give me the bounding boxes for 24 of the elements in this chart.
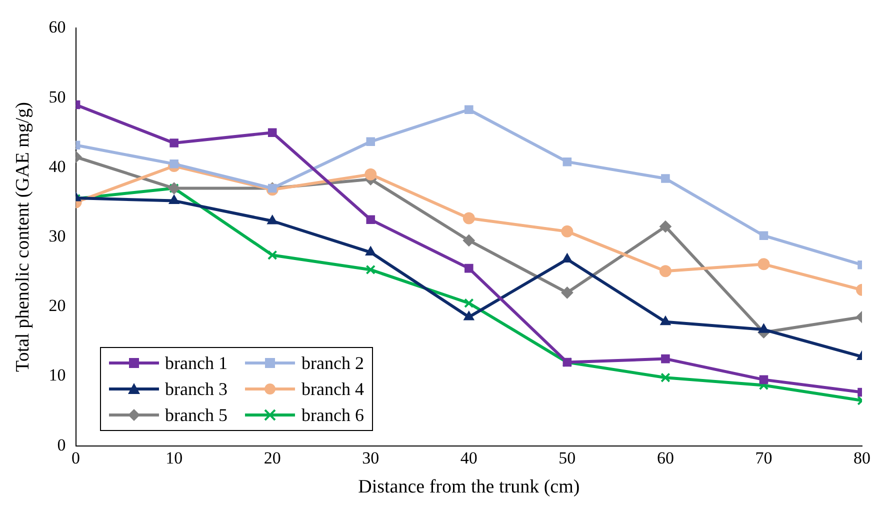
x-tick-label: 10 [166,448,183,468]
y-tick-label: 0 [57,435,66,454]
y-axis-title: Total phenolic content (GAE mg/g) [12,102,34,372]
legend-label: branch 2 [301,352,364,374]
x-tick-label: 50 [558,448,576,468]
x-tick-label: 30 [362,448,380,468]
legend-label: branch 4 [301,378,364,400]
x-tick-label: 80 [854,448,870,468]
y-tick-label: 50 [48,87,66,106]
legend-label: branch 1 [165,352,228,374]
legend-label: branch 3 [165,378,228,400]
x-tick-label: 20 [264,448,281,468]
x-tick-label: 60 [656,448,674,468]
y-tick-label: 20 [48,296,66,316]
x-tick-label: 40 [460,448,478,468]
y-tick-label: 40 [48,156,66,176]
x-tick-label: 70 [755,448,772,468]
y-tick-label: 10 [48,366,66,385]
y-tick-label: 30 [48,226,66,246]
legend-label: branch 5 [165,404,228,426]
x-axis-title: Distance from the trunk (cm) [358,476,580,498]
y-tick-label: 60 [48,18,66,37]
legend-label: branch 6 [301,404,364,426]
x-tick-label: 0 [72,448,80,468]
